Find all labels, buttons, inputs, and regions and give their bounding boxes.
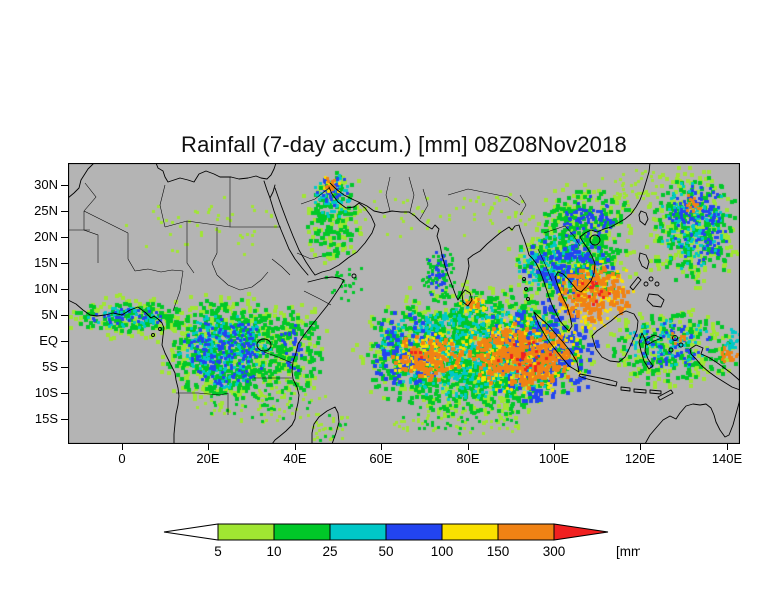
lon-tick-mark xyxy=(727,444,728,450)
island-hainan xyxy=(589,234,601,246)
lat-tick-label: 10N xyxy=(34,281,58,296)
lat-tick-mark xyxy=(61,341,68,342)
colorbar-label: 100 xyxy=(431,544,454,559)
lon-tick-mark xyxy=(208,444,209,450)
coast-africa-west xyxy=(68,299,180,444)
lat-tick-mark xyxy=(61,263,68,264)
lon-tick-label: 20E xyxy=(196,451,220,466)
colorbar-segment-10-25 xyxy=(273,523,331,541)
lake-victoria xyxy=(256,338,272,352)
lat-tick-mark xyxy=(61,289,68,290)
colorbar-arrow-above xyxy=(553,523,609,541)
lon-tick-label: 80E xyxy=(456,451,480,466)
country-borders xyxy=(68,176,581,415)
lon-tick-mark xyxy=(554,444,555,450)
colorbar: 5 10 25 50 100 150 300 [mm] xyxy=(163,523,640,559)
lon-tick-label: 100E xyxy=(538,451,570,466)
colorbar-segment-50-100 xyxy=(385,523,443,541)
coast-sulawesi xyxy=(638,332,663,370)
colorbar-label: 50 xyxy=(378,544,393,559)
colorbar-segment-5-10 xyxy=(217,523,275,541)
coast-sri-lanka xyxy=(461,289,473,307)
island-visayas-1 xyxy=(648,276,654,282)
coast-sinai xyxy=(263,180,276,199)
island-nicobar xyxy=(526,297,530,301)
island-socotra xyxy=(351,273,357,279)
lon-tick-mark xyxy=(295,444,296,450)
lat-tick-mark xyxy=(61,393,68,394)
lat-tick-mark xyxy=(61,419,68,420)
coast-sumatra xyxy=(533,311,580,373)
lon-tick-mark xyxy=(381,444,382,450)
lat-tick-label: 15S xyxy=(34,411,58,426)
coast-red-sea-west xyxy=(269,197,309,276)
coast-lesser-sunda xyxy=(620,386,674,401)
colorbar-segment-150-300 xyxy=(497,523,555,541)
map-plot-area xyxy=(68,163,740,444)
lon-tick-label: 140E xyxy=(711,451,743,466)
coast-madagascar xyxy=(311,406,340,444)
colorbar-arrow-below xyxy=(163,523,219,541)
island-buru xyxy=(668,347,674,353)
lon-tick-mark xyxy=(122,444,123,450)
island-seram xyxy=(678,342,684,348)
lon-tick-label: 60E xyxy=(369,451,393,466)
coast-nw-africa xyxy=(68,163,95,199)
chart-title: Rainfall (7-day accum.) [mm] 08Z08Nov201… xyxy=(181,132,627,157)
island-andaman-1 xyxy=(522,277,526,281)
colorbar-label: 25 xyxy=(322,544,337,559)
colorbar-label: 10 xyxy=(266,544,281,559)
lat-tick-label: 15N xyxy=(34,255,58,270)
lat-tick-label: 10S xyxy=(34,385,58,400)
lat-tick-label: 30N xyxy=(34,177,58,192)
lat-tick-label: 25N xyxy=(34,203,58,218)
lat-tick-mark xyxy=(61,367,68,368)
island-sao-tome xyxy=(151,333,155,337)
lat-tick-mark xyxy=(61,211,68,212)
colorbar-label: 150 xyxy=(487,544,510,559)
coast-iran-india-asia xyxy=(329,163,651,332)
lat-tick-mark xyxy=(61,237,68,238)
island-halmahera xyxy=(672,335,678,341)
lat-tick-label: EQ xyxy=(39,333,58,348)
colorbar-label: 300 xyxy=(543,544,566,559)
coastlines-overlay xyxy=(68,163,740,444)
map-frame xyxy=(68,163,740,444)
lat-tick-mark xyxy=(61,185,68,186)
lon-tick-label: 120E xyxy=(624,451,656,466)
lat-tick-label: 5S xyxy=(42,359,58,374)
lat-tick-label: 20N xyxy=(34,229,58,244)
coast-mediterranean xyxy=(155,163,277,183)
coast-philippines xyxy=(629,252,665,308)
island-bioko xyxy=(158,327,162,331)
coast-borneo xyxy=(591,310,639,363)
rainfall-field xyxy=(68,163,740,444)
coast-red-sea-east xyxy=(274,187,316,276)
colorbar-label: 5 xyxy=(214,544,222,559)
lon-tick-label: 0 xyxy=(118,451,126,466)
colorbar-unit-label: [mm] xyxy=(616,544,640,559)
island-visayas-2 xyxy=(654,281,660,287)
colorbar-segment-25-50 xyxy=(329,523,387,541)
lat-tick-label: 5N xyxy=(41,307,58,322)
lat-tick-mark xyxy=(61,315,68,316)
coast-taiwan xyxy=(638,210,649,226)
coast-arabia-gulf xyxy=(314,186,376,276)
island-andaman-2 xyxy=(524,287,528,291)
island-visayas-3 xyxy=(643,281,649,287)
colorbar-segment-100-150 xyxy=(441,523,499,541)
lon-tick-label: 40E xyxy=(283,451,307,466)
lon-tick-mark xyxy=(468,444,469,450)
coast-java xyxy=(578,373,618,387)
coast-africa-east xyxy=(271,276,345,444)
coast-australia xyxy=(644,397,740,444)
coast-new-guinea xyxy=(689,344,740,391)
coastlines xyxy=(68,163,740,444)
lon-tick-mark xyxy=(640,444,641,450)
